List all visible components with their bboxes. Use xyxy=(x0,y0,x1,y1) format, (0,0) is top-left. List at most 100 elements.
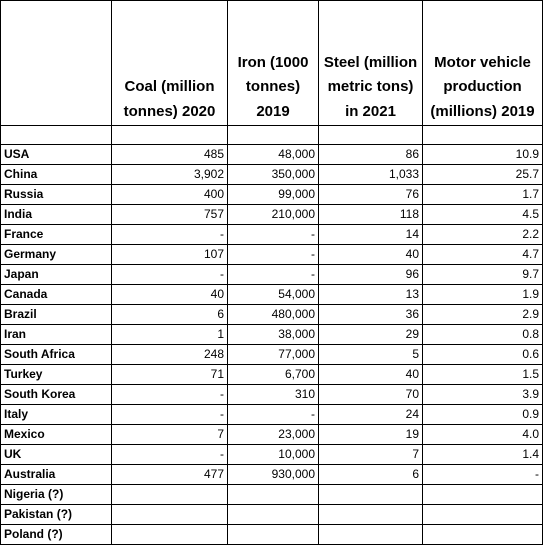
coal-cell[interactable]: 7 xyxy=(111,424,228,445)
steel-cell[interactable]: 19 xyxy=(318,424,423,445)
steel-cell[interactable]: 118 xyxy=(318,204,423,225)
iron-cell[interactable] xyxy=(227,484,319,505)
steel-cell[interactable]: 1,033 xyxy=(318,164,423,185)
coal-cell[interactable]: 3,902 xyxy=(111,164,228,185)
iron-cell[interactable]: - xyxy=(227,244,319,265)
steel-cell[interactable]: 24 xyxy=(318,404,423,425)
country-cell[interactable]: Poland (?) xyxy=(0,524,112,545)
iron-cell[interactable]: 38,000 xyxy=(227,324,319,345)
country-cell[interactable]: Canada xyxy=(0,284,112,305)
coal-cell[interactable] xyxy=(111,484,228,505)
coal-cell[interactable]: 40 xyxy=(111,284,228,305)
motor-cell[interactable]: 1.5 xyxy=(422,364,543,385)
coal-cell[interactable]: 757 xyxy=(111,204,228,225)
iron-cell[interactable]: 210,000 xyxy=(227,204,319,225)
motor-cell[interactable]: 9.7 xyxy=(422,264,543,285)
country-cell[interactable]: Russia xyxy=(0,184,112,205)
coal-cell[interactable]: - xyxy=(111,404,228,425)
motor-cell[interactable]: 4.7 xyxy=(422,244,543,265)
blank-cell[interactable] xyxy=(318,125,423,145)
coal-cell[interactable]: 107 xyxy=(111,244,228,265)
coal-cell[interactable]: 400 xyxy=(111,184,228,205)
iron-cell[interactable]: 480,000 xyxy=(227,304,319,325)
steel-cell[interactable]: 36 xyxy=(318,304,423,325)
coal-cell[interactable]: 71 xyxy=(111,364,228,385)
coal-cell[interactable]: 6 xyxy=(111,304,228,325)
country-cell[interactable]: UK xyxy=(0,444,112,465)
steel-cell[interactable]: 40 xyxy=(318,364,423,385)
motor-cell[interactable]: 4.5 xyxy=(422,204,543,225)
steel-cell[interactable]: 29 xyxy=(318,324,423,345)
motor-cell[interactable]: 3.9 xyxy=(422,384,543,405)
steel-cell[interactable]: 13 xyxy=(318,284,423,305)
steel-cell[interactable] xyxy=(318,524,423,545)
iron-cell[interactable]: 10,000 xyxy=(227,444,319,465)
iron-cell[interactable]: - xyxy=(227,264,319,285)
header-iron[interactable]: Iron (1000 tonnes) 2019 xyxy=(227,0,319,126)
blank-cell[interactable] xyxy=(111,125,228,145)
coal-cell[interactable]: 1 xyxy=(111,324,228,345)
country-cell[interactable]: Germany xyxy=(0,244,112,265)
steel-cell[interactable]: 6 xyxy=(318,464,423,485)
iron-cell[interactable] xyxy=(227,504,319,525)
country-cell[interactable]: China xyxy=(0,164,112,185)
steel-cell[interactable]: 40 xyxy=(318,244,423,265)
country-cell[interactable]: Australia xyxy=(0,464,112,485)
iron-cell[interactable] xyxy=(227,524,319,545)
header-coal[interactable]: Coal (million tonnes) 2020 xyxy=(111,0,228,126)
iron-cell[interactable]: 930,000 xyxy=(227,464,319,485)
country-cell[interactable]: France xyxy=(0,224,112,245)
coal-cell[interactable]: - xyxy=(111,444,228,465)
iron-cell[interactable]: 6,700 xyxy=(227,364,319,385)
motor-cell[interactable]: 1.7 xyxy=(422,184,543,205)
country-cell[interactable]: India xyxy=(0,204,112,225)
country-cell[interactable]: South Korea xyxy=(0,384,112,405)
coal-cell[interactable] xyxy=(111,504,228,525)
motor-cell[interactable] xyxy=(422,484,543,505)
steel-cell[interactable]: 96 xyxy=(318,264,423,285)
coal-cell[interactable]: 248 xyxy=(111,344,228,365)
motor-cell[interactable]: 2.2 xyxy=(422,224,543,245)
motor-cell[interactable]: 25.7 xyxy=(422,164,543,185)
blank-cell[interactable] xyxy=(227,125,319,145)
iron-cell[interactable]: 77,000 xyxy=(227,344,319,365)
coal-cell[interactable]: 485 xyxy=(111,144,228,165)
motor-cell[interactable]: 0.9 xyxy=(422,404,543,425)
country-cell[interactable]: Italy xyxy=(0,404,112,425)
country-cell[interactable]: USA xyxy=(0,144,112,165)
steel-cell[interactable]: 5 xyxy=(318,344,423,365)
iron-cell[interactable]: 23,000 xyxy=(227,424,319,445)
country-cell[interactable]: Nigeria (?) xyxy=(0,484,112,505)
country-cell[interactable]: Brazil xyxy=(0,304,112,325)
motor-cell[interactable]: - xyxy=(422,464,543,485)
motor-cell[interactable]: 0.6 xyxy=(422,344,543,365)
steel-cell[interactable]: 76 xyxy=(318,184,423,205)
motor-cell[interactable]: 10.9 xyxy=(422,144,543,165)
country-cell[interactable]: Mexico xyxy=(0,424,112,445)
iron-cell[interactable]: 54,000 xyxy=(227,284,319,305)
coal-cell[interactable]: - xyxy=(111,384,228,405)
steel-cell[interactable]: 70 xyxy=(318,384,423,405)
header-country[interactable] xyxy=(0,0,112,126)
coal-cell[interactable]: 477 xyxy=(111,464,228,485)
iron-cell[interactable]: 99,000 xyxy=(227,184,319,205)
motor-cell[interactable]: 2.9 xyxy=(422,304,543,325)
coal-cell[interactable] xyxy=(111,524,228,545)
country-cell[interactable]: Turkey xyxy=(0,364,112,385)
header-motor[interactable]: Motor vehicle production (millions) 2019 xyxy=(422,0,543,126)
coal-cell[interactable]: - xyxy=(111,224,228,245)
iron-cell[interactable]: 350,000 xyxy=(227,164,319,185)
motor-cell[interactable]: 1.4 xyxy=(422,444,543,465)
coal-cell[interactable]: - xyxy=(111,264,228,285)
blank-cell[interactable] xyxy=(0,125,112,145)
motor-cell[interactable] xyxy=(422,524,543,545)
blank-cell[interactable] xyxy=(422,125,543,145)
iron-cell[interactable]: - xyxy=(227,404,319,425)
steel-cell[interactable]: 7 xyxy=(318,444,423,465)
motor-cell[interactable]: 1.9 xyxy=(422,284,543,305)
motor-cell[interactable]: 4.0 xyxy=(422,424,543,445)
motor-cell[interactable]: 0.8 xyxy=(422,324,543,345)
steel-cell[interactable]: 86 xyxy=(318,144,423,165)
motor-cell[interactable] xyxy=(422,504,543,525)
iron-cell[interactable]: 310 xyxy=(227,384,319,405)
